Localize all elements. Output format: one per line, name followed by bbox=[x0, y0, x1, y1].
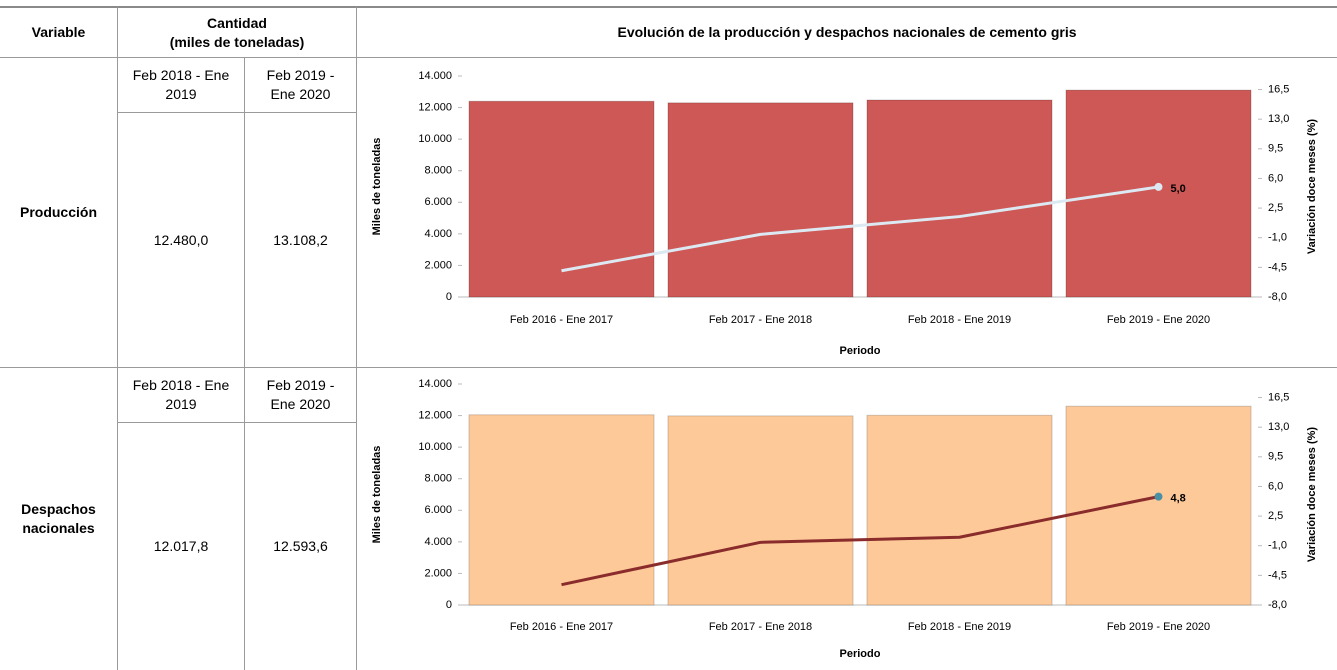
y2-tick-label: -1,0 bbox=[1268, 232, 1287, 244]
y-axis-title: Miles de toneladas bbox=[371, 138, 383, 236]
y-tick-label: 6.000 bbox=[424, 196, 452, 208]
bar bbox=[468, 414, 655, 606]
y2-tick-label: 16,5 bbox=[1268, 83, 1289, 95]
x-axis-title: Periodo bbox=[840, 345, 881, 357]
data-label: 4,8 bbox=[1171, 493, 1186, 505]
y2-tick-label: 13,0 bbox=[1268, 421, 1289, 433]
x-tick-label: Feb 2016 - Ene 2017 bbox=[510, 621, 613, 633]
y-tick-label: 4.000 bbox=[424, 228, 452, 240]
y2-tick-label: -8,0 bbox=[1268, 291, 1287, 303]
period-header: Feb 2018 - Ene 2019 bbox=[118, 58, 245, 113]
x-tick-label: Feb 2017 - Ene 2018 bbox=[709, 314, 812, 326]
bar bbox=[866, 99, 1053, 298]
y-tick-label: 2.000 bbox=[424, 259, 452, 271]
y-tick-label: 12.000 bbox=[418, 101, 452, 113]
y-tick-label: 4.000 bbox=[424, 536, 452, 548]
chart: 0 2.000 4.000 6.000 8.000 10.000 12.000 14.000 -… bbox=[371, 378, 1318, 660]
chart-cell bbox=[357, 58, 1337, 368]
header-chart-title: Evolución de la producción y despachos n… bbox=[357, 6, 1337, 58]
x-tick-label: Feb 2019 - Ene 2020 bbox=[1107, 621, 1210, 633]
header-quantity-line: Cantidad bbox=[207, 14, 267, 31]
y2-tick-label: 6,0 bbox=[1268, 480, 1283, 492]
y2-axis-title: Variación doce meses (%) bbox=[1306, 119, 1318, 254]
y-tick-label: 14.000 bbox=[418, 70, 452, 82]
row-variable: Despachos nacionales bbox=[0, 368, 118, 670]
y-tick-label: 8.000 bbox=[424, 473, 452, 485]
quantity-value: 12.017,8 bbox=[118, 423, 245, 670]
y2-tick-label: -4,5 bbox=[1268, 261, 1287, 273]
bar bbox=[468, 100, 655, 298]
x-tick-label: Feb 2018 - Ene 2019 bbox=[908, 621, 1011, 633]
line bbox=[561, 495, 1159, 587]
line-marker bbox=[1154, 182, 1163, 191]
y-tick-label: 6.000 bbox=[424, 504, 452, 516]
y2-tick-label: -4,5 bbox=[1268, 569, 1287, 581]
x-tick-label: Feb 2016 - Ene 2017 bbox=[510, 314, 613, 326]
y2-tick-label: -8,0 bbox=[1268, 599, 1287, 611]
row-variable: Producción bbox=[0, 58, 118, 368]
y-tick-label: 8.000 bbox=[424, 165, 452, 177]
header-quantity: Cantidad (miles de toneladas) bbox=[118, 6, 357, 58]
quantity-value: 12.480,0 bbox=[118, 113, 245, 368]
period-header: Feb 2018 - Ene 2019 bbox=[118, 368, 245, 423]
y2-tick-label: 2,5 bbox=[1268, 202, 1283, 214]
y2-axis-title: Variación doce meses (%) bbox=[1306, 427, 1318, 562]
y-axis-title: Miles de toneladas bbox=[371, 446, 383, 544]
y-tick-label: 10.000 bbox=[418, 133, 452, 145]
x-axis-title: Periodo bbox=[840, 648, 881, 660]
x-tick-label: Feb 2018 - Ene 2019 bbox=[908, 314, 1011, 326]
y2-tick-label: 9,5 bbox=[1268, 143, 1283, 155]
bar bbox=[667, 415, 854, 606]
y2-tick-label: 6,0 bbox=[1268, 172, 1283, 184]
y-tick-label: 12.000 bbox=[418, 409, 452, 421]
period-header: Feb 2019 - Ene 2020 bbox=[245, 58, 357, 113]
x-tick-label: Feb 2019 - Ene 2020 bbox=[1107, 314, 1210, 326]
quantity-value: 13.108,2 bbox=[245, 113, 357, 368]
bar bbox=[667, 102, 854, 298]
y-tick-label: 0 bbox=[446, 291, 452, 303]
y-tick-label: 2.000 bbox=[424, 567, 452, 579]
y2-tick-label: 2,5 bbox=[1268, 510, 1283, 522]
y2-tick-label: 16,5 bbox=[1268, 391, 1289, 403]
bar bbox=[1065, 89, 1252, 298]
y-tick-label: 0 bbox=[446, 599, 452, 611]
period-header: Feb 2019 - Ene 2020 bbox=[245, 368, 357, 423]
y2-tick-label: 13,0 bbox=[1268, 113, 1289, 125]
quantity-value: 12.593,6 bbox=[245, 423, 357, 670]
header-variable: Variable bbox=[0, 6, 118, 58]
y2-tick-label: -1,0 bbox=[1268, 540, 1287, 552]
y2-tick-label: 9,5 bbox=[1268, 451, 1283, 463]
y-tick-label: 10.000 bbox=[418, 441, 452, 453]
bar bbox=[1065, 405, 1252, 606]
y-tick-label: 14.000 bbox=[418, 378, 452, 390]
data-label: 5,0 bbox=[1171, 183, 1186, 195]
bar bbox=[866, 414, 1053, 606]
x-tick-label: Feb 2017 - Ene 2018 bbox=[709, 621, 812, 633]
header-quantity-line: (miles de toneladas) bbox=[169, 33, 305, 50]
line-marker bbox=[1154, 492, 1163, 501]
line bbox=[561, 185, 1159, 273]
chart: 0 2.000 4.000 6.000 8.000 10.000 12.000 14.000 -… bbox=[371, 70, 1318, 357]
